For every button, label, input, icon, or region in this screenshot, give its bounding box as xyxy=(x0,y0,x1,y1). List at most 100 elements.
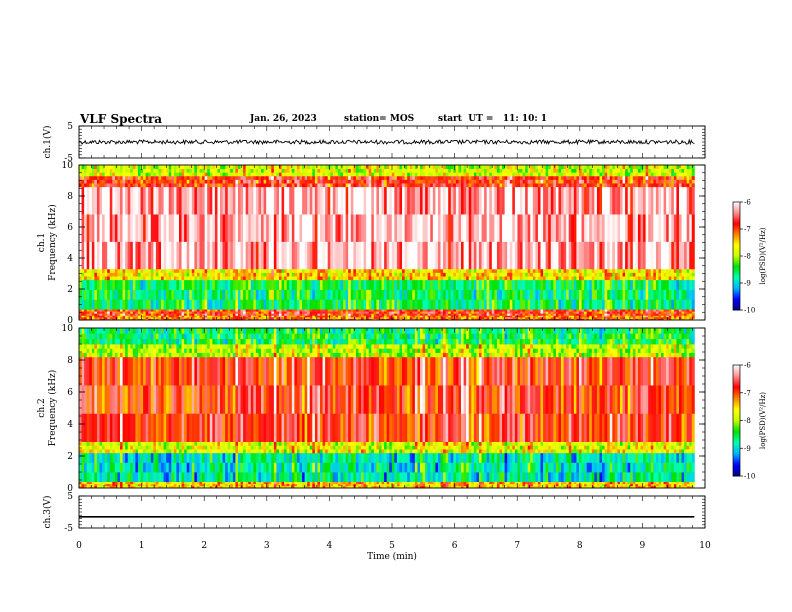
heatmap-cell xyxy=(481,175,485,180)
heatmap-cell xyxy=(127,214,131,242)
heatmap-cell xyxy=(607,172,611,177)
heatmap-cell xyxy=(463,168,467,173)
heatmap-cell xyxy=(471,318,475,321)
heatmap-cell xyxy=(632,165,636,170)
heatmap-cell xyxy=(140,241,144,270)
heatmap-cell xyxy=(389,289,393,300)
heatmap-cell xyxy=(489,179,493,184)
heatmap-cell xyxy=(304,172,308,177)
heatmap-cell xyxy=(443,241,447,270)
heatmap-cell xyxy=(409,311,413,314)
heatmap-cell xyxy=(617,316,621,319)
heatmap-cell xyxy=(158,179,162,184)
heatmap-cell xyxy=(491,268,495,273)
heatmap-cell xyxy=(289,311,293,314)
heatmap-cell xyxy=(148,299,152,310)
heatmap-cell xyxy=(84,313,88,316)
heatmap-cell xyxy=(102,289,106,300)
heatmap-cell xyxy=(125,172,129,177)
heatmap-cell xyxy=(176,279,180,290)
heatmap-cell xyxy=(304,214,308,242)
heatmap-cell xyxy=(637,313,641,316)
heatmap-cell xyxy=(96,165,100,170)
heatmap-cell xyxy=(371,172,375,177)
heatmap-cell xyxy=(435,272,439,277)
heatmap-cell xyxy=(125,289,129,300)
heatmap-cell xyxy=(486,179,490,184)
heatmap-cell xyxy=(643,279,647,290)
heatmap-cell xyxy=(558,299,562,310)
heatmap-cell xyxy=(302,272,306,277)
heatmap-cell xyxy=(250,272,254,277)
heatmap-cell xyxy=(527,179,531,184)
heatmap-cell xyxy=(504,313,508,316)
heatmap-cell xyxy=(571,276,575,281)
heatmap-cell xyxy=(648,268,652,273)
heatmap-cell xyxy=(481,279,485,290)
heatmap-cell xyxy=(258,289,262,300)
heatmap-cell xyxy=(322,311,326,314)
heatmap-cell xyxy=(94,299,98,310)
heatmap-cell xyxy=(304,313,308,316)
heatmap-cell xyxy=(445,268,449,273)
heatmap-cell xyxy=(532,172,536,177)
heatmap-cell xyxy=(645,313,649,316)
heatmap-cell xyxy=(409,289,413,300)
heatmap-cell xyxy=(358,272,362,277)
heatmap-cell xyxy=(217,179,221,184)
heatmap-cell xyxy=(376,183,380,188)
heatmap-cell xyxy=(109,315,113,318)
heatmap-cell xyxy=(99,309,103,312)
heatmap-cell xyxy=(284,165,288,170)
heatmap-cell xyxy=(537,165,541,170)
heatmap-cell xyxy=(614,268,618,273)
heatmap-cell xyxy=(294,313,298,316)
heatmap-cell xyxy=(284,272,288,277)
heatmap-cell xyxy=(640,168,644,173)
heatmap-cell xyxy=(491,309,495,312)
heatmap-cell xyxy=(489,313,493,316)
heatmap-cell xyxy=(550,309,554,312)
heatmap-cell xyxy=(368,276,372,281)
heatmap-cell xyxy=(430,179,434,184)
heatmap-cell xyxy=(258,276,262,281)
heatmap-cell xyxy=(627,311,631,314)
heatmap-cell xyxy=(191,268,195,273)
heatmap-cell xyxy=(114,175,118,180)
heatmap-cell xyxy=(302,318,306,321)
heatmap-cell xyxy=(261,318,264,321)
heatmap-cell xyxy=(468,311,472,314)
heatmap-cell xyxy=(204,276,208,281)
heatmap-cell xyxy=(525,172,529,177)
heatmap-cell xyxy=(368,214,372,242)
heatmap-cell xyxy=(635,318,639,321)
heatmap-cell xyxy=(407,179,411,184)
heatmap-cell xyxy=(591,313,595,316)
heatmap-cell xyxy=(355,316,359,319)
heatmap-cell xyxy=(478,289,482,300)
heatmap-cell xyxy=(635,299,639,310)
heatmap-cell xyxy=(468,183,472,188)
heatmap-cell xyxy=(384,172,388,177)
heatmap-cell xyxy=(553,179,557,184)
heatmap-cell xyxy=(217,299,221,310)
heatmap-cell xyxy=(466,289,470,300)
heatmap-cell xyxy=(522,279,526,290)
heatmap-cell xyxy=(245,268,249,273)
heatmap-cell xyxy=(576,168,580,173)
heatmap-cell xyxy=(127,309,131,312)
heatmap-cell xyxy=(194,299,198,310)
heatmap-cell xyxy=(499,309,503,312)
heatmap-cell xyxy=(230,186,234,215)
heatmap-cell xyxy=(376,214,380,242)
heatmap-cell xyxy=(381,175,385,180)
heatmap-cell xyxy=(376,309,380,312)
heatmap-cell xyxy=(504,175,508,180)
heatmap-cell xyxy=(458,318,462,321)
heatmap-cell xyxy=(466,313,470,316)
heatmap-cell xyxy=(307,186,311,215)
heatmap-cell xyxy=(291,289,295,300)
heatmap-cell xyxy=(204,289,208,300)
heatmap-cell xyxy=(209,279,213,290)
heatmap-cell xyxy=(568,186,572,215)
